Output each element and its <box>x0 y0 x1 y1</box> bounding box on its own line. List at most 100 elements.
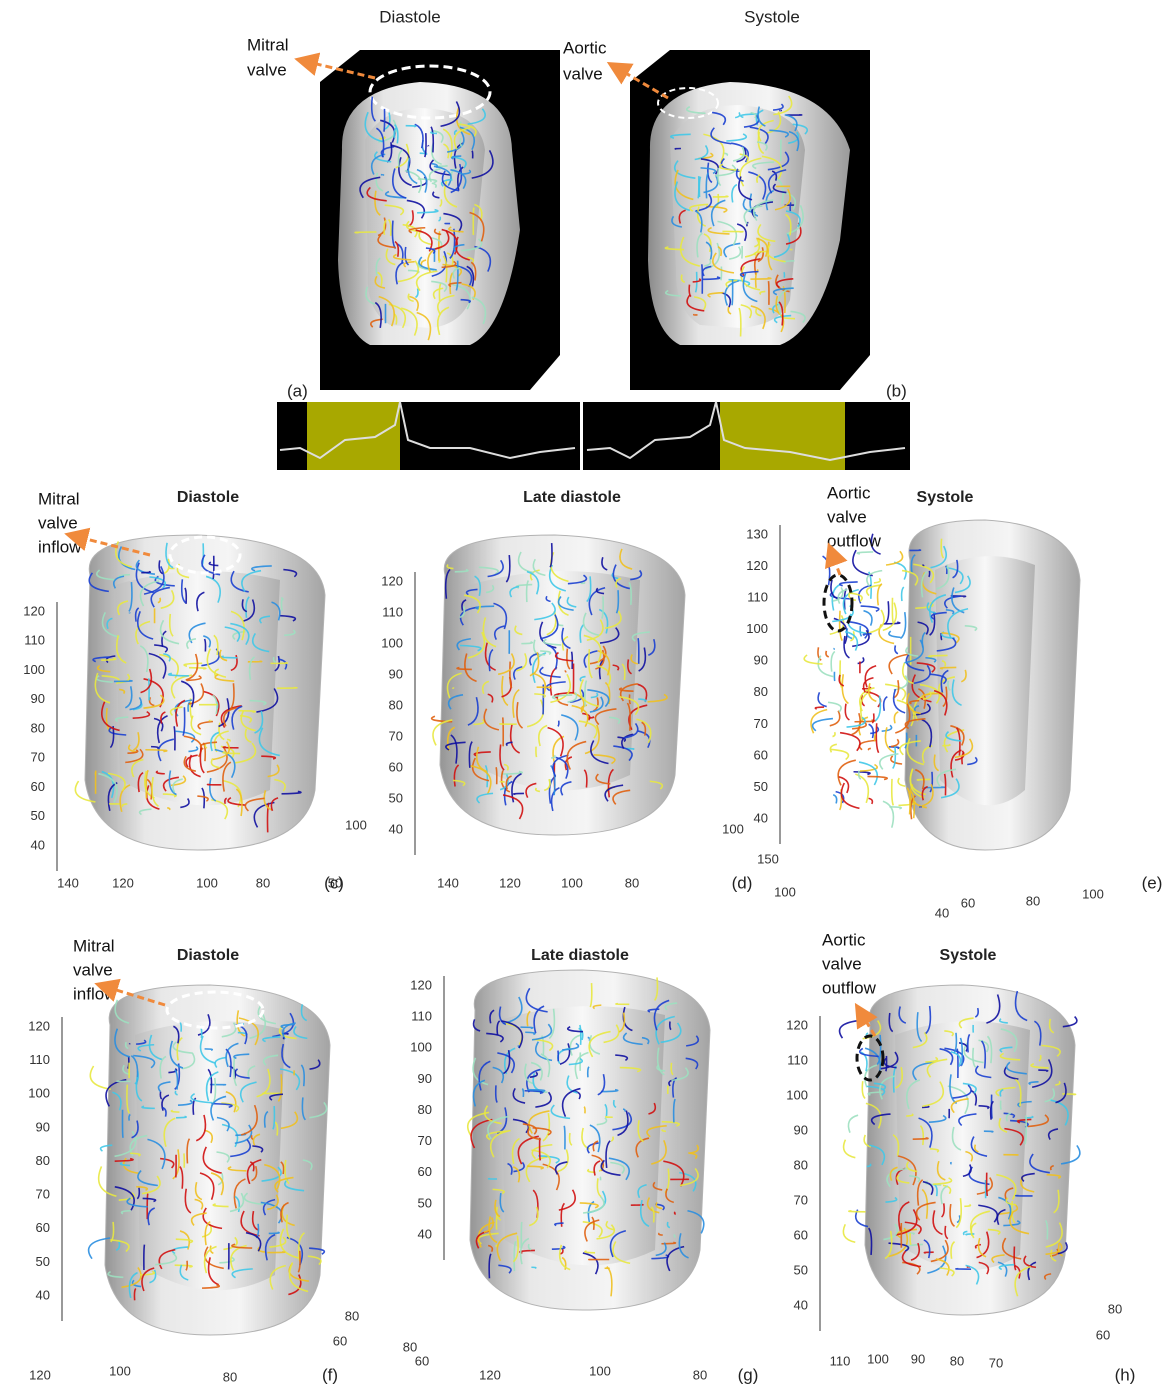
streamline <box>1001 1101 1002 1110</box>
z-tick-label: 150 <box>757 851 779 866</box>
y-tick-label: 110 <box>787 1052 808 1067</box>
streamline <box>384 109 385 132</box>
y-tick-label: 70 <box>389 728 403 743</box>
annotation: outflow <box>822 978 877 997</box>
y-tick-label: 120 <box>381 573 403 588</box>
streamline <box>828 702 841 712</box>
streamline <box>885 601 888 623</box>
streamline <box>885 727 894 752</box>
streamline <box>531 1267 535 1268</box>
panel-label: (h) <box>1115 1365 1136 1384</box>
y-tick-label: 40 <box>794 1297 808 1312</box>
streamline <box>886 551 903 565</box>
y-tick-label: 60 <box>754 747 768 762</box>
streamline <box>713 196 728 197</box>
y-tick-label: 70 <box>36 1187 50 1202</box>
streamline <box>869 724 874 738</box>
streamline <box>732 279 733 305</box>
y-tick-label: 50 <box>418 1195 432 1210</box>
x-tick-label: 80 <box>256 875 270 890</box>
streamline <box>536 747 537 757</box>
streamline <box>90 1066 111 1089</box>
ventricle-cavity <box>935 556 1035 805</box>
x-tick-label: 100 <box>196 875 218 890</box>
z-tick-label: 80 <box>403 1339 417 1354</box>
streamline <box>864 611 872 626</box>
y-tick-label: 40 <box>31 837 45 852</box>
y-tick-label: 130 <box>746 526 768 541</box>
streamline <box>381 175 384 176</box>
z-tick-label: 60 <box>333 1333 347 1348</box>
y-tick-label: 70 <box>418 1133 432 1148</box>
y-tick-label: 40 <box>389 821 403 836</box>
streamline <box>957 1049 958 1078</box>
streamline <box>784 272 785 277</box>
y-tick-label: 110 <box>411 1009 432 1024</box>
panel-label: (d) <box>732 873 753 892</box>
streamline <box>823 556 830 585</box>
y-tick-label: 100 <box>381 635 403 650</box>
streamline <box>213 556 214 579</box>
streamline <box>910 1233 911 1245</box>
streamline <box>847 622 868 639</box>
streamline <box>892 779 894 805</box>
panel-label: (e) <box>1142 873 1163 892</box>
y-tick-label: 60 <box>418 1164 432 1179</box>
streamline <box>267 1252 284 1253</box>
y-tick-label: 60 <box>794 1227 808 1242</box>
x-tick-label: 40 <box>935 905 949 920</box>
streamline <box>855 774 868 803</box>
figure: Diastole Systole Mitral valve Aortic val… <box>0 0 1172 1388</box>
streamline <box>830 744 836 752</box>
z-tick-label: 80 <box>345 1308 359 1323</box>
panel-label: (b) <box>886 381 907 400</box>
volume-b <box>630 50 870 390</box>
x-tick-label: 100 <box>561 875 583 890</box>
streamline <box>472 151 473 159</box>
streamline <box>865 666 876 687</box>
streamline <box>929 571 930 577</box>
panel-title: Systole <box>940 947 997 964</box>
y-tick-label: 90 <box>418 1071 432 1086</box>
y-tick-label: 120 <box>28 1018 50 1033</box>
streamline <box>862 1081 865 1098</box>
y-tick-label: 50 <box>36 1254 50 1269</box>
arrow <box>830 548 840 575</box>
y-tick-label: 110 <box>24 633 45 648</box>
streamline <box>248 661 262 662</box>
streamline <box>875 696 881 721</box>
streamline <box>874 578 880 582</box>
streamline <box>114 681 132 682</box>
y-tick-label: 70 <box>794 1192 808 1207</box>
y-tick-label: 50 <box>754 779 768 794</box>
x-tick-label: 100 <box>867 1351 889 1366</box>
streamline <box>869 748 871 750</box>
y-tick-label: 110 <box>29 1052 50 1067</box>
streamline <box>818 692 827 706</box>
panel-title: Systole <box>917 489 974 506</box>
streamline <box>984 1131 993 1132</box>
streamline <box>891 739 899 746</box>
y-tick-label: 50 <box>794 1262 808 1277</box>
panel-title: Late diastole <box>523 489 621 506</box>
streamline <box>859 740 876 749</box>
annotation: Aortic <box>563 38 607 57</box>
y-tick-label: 120 <box>410 977 432 992</box>
annotation: valve <box>73 960 113 979</box>
streamline <box>584 1107 585 1114</box>
streamline <box>893 746 896 768</box>
y-tick-label: 120 <box>746 558 768 573</box>
y-tick-label: 80 <box>36 1153 50 1168</box>
streamline <box>406 126 416 127</box>
y-tick-label: 90 <box>36 1119 50 1134</box>
y-tick-label: 100 <box>28 1086 50 1101</box>
streamline <box>270 663 287 664</box>
y-tick-label: 40 <box>754 810 768 825</box>
streamline <box>833 649 834 650</box>
streamline <box>813 719 833 731</box>
streamline <box>698 176 699 198</box>
streamline <box>902 587 904 601</box>
streamline <box>892 598 893 623</box>
x-tick-label: 110 <box>830 1353 851 1368</box>
y-tick-label: 80 <box>754 684 768 699</box>
